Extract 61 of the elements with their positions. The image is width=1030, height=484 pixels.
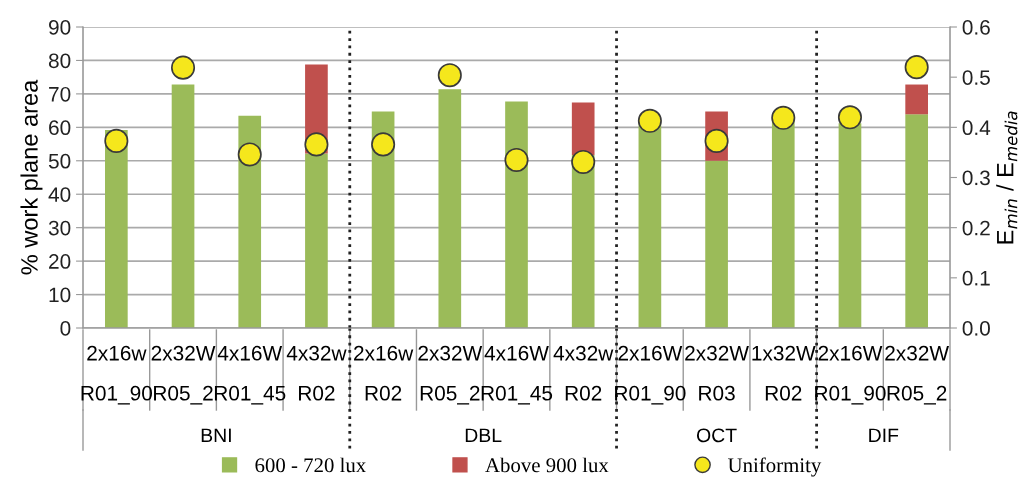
y-tick-label: 30	[48, 220, 71, 236]
point	[904, 55, 929, 80]
y-tick-label: 70	[49, 86, 71, 102]
point	[237, 142, 262, 167]
bar	[571, 155, 595, 328]
y-tick-label: 10	[49, 287, 71, 303]
point	[304, 132, 329, 157]
point	[104, 128, 129, 153]
point	[837, 105, 862, 130]
category-label: 2x16W R01_90	[615, 345, 686, 405]
point	[171, 55, 196, 80]
bar	[905, 114, 928, 328]
bar	[505, 101, 528, 328]
bar	[705, 160, 728, 328]
y-tick-label: 50	[48, 153, 71, 169]
bar	[571, 102, 595, 156]
text: DBL	[465, 428, 502, 443]
point	[704, 128, 729, 153]
category-label: 4x32w R02	[553, 345, 614, 401]
point	[371, 132, 396, 157]
category-label: 2x16w R02	[354, 345, 414, 401]
point	[504, 147, 529, 172]
y-tick-label: 60	[49, 120, 71, 136]
category-label: 2x32W R05_2	[885, 345, 949, 405]
category-label: 2x32W R03	[685, 345, 749, 401]
bar	[171, 84, 195, 328]
y2-tick-label: 0.6	[962, 20, 990, 35]
bar	[305, 153, 328, 328]
bar	[105, 130, 128, 328]
category-label: 4x32w R02	[286, 345, 347, 401]
y2-tick-label: 0.3	[962, 170, 990, 186]
bar	[838, 123, 862, 328]
point	[771, 105, 796, 130]
y-tick-label: 0	[60, 321, 71, 336]
point	[571, 149, 596, 174]
text: OCT	[696, 428, 737, 443]
category-label: 2x32W R05_2	[151, 345, 216, 405]
legend-label: Uniformity	[727, 457, 822, 477]
y2-tick-label: 0.4	[962, 120, 991, 136]
y2-tick-label: 0.5	[962, 70, 990, 85]
y-tick-label: 40	[48, 187, 71, 202]
category-label: 2x16W R01_90	[815, 345, 886, 405]
bar	[438, 89, 462, 328]
legend-label: Above 900 lux	[485, 457, 609, 473]
text: DIF	[869, 428, 899, 443]
y2-tick-label: 0.1	[962, 270, 990, 286]
y2-axis-title: E$_{min}$ / E$_{media}$	[996, 111, 1018, 244]
legend-label: 600 - 720 lux	[255, 457, 366, 473]
category-label: 4x16W R01_45	[481, 345, 553, 405]
point	[437, 63, 462, 88]
y-tick-label: 80	[48, 53, 71, 69]
y-tick-label: 20	[49, 254, 71, 269]
category-label: 1x32W R02	[752, 345, 816, 401]
y2-tick-label: 0.0	[962, 321, 990, 336]
text: BNI	[201, 428, 231, 443]
y-axis-title: % work plane area	[20, 79, 43, 275]
y2-tick-label: 0.2	[962, 220, 990, 236]
bar	[905, 84, 928, 115]
point	[637, 108, 662, 133]
y-tick-label: 90	[49, 20, 71, 35]
bar	[238, 115, 262, 328]
